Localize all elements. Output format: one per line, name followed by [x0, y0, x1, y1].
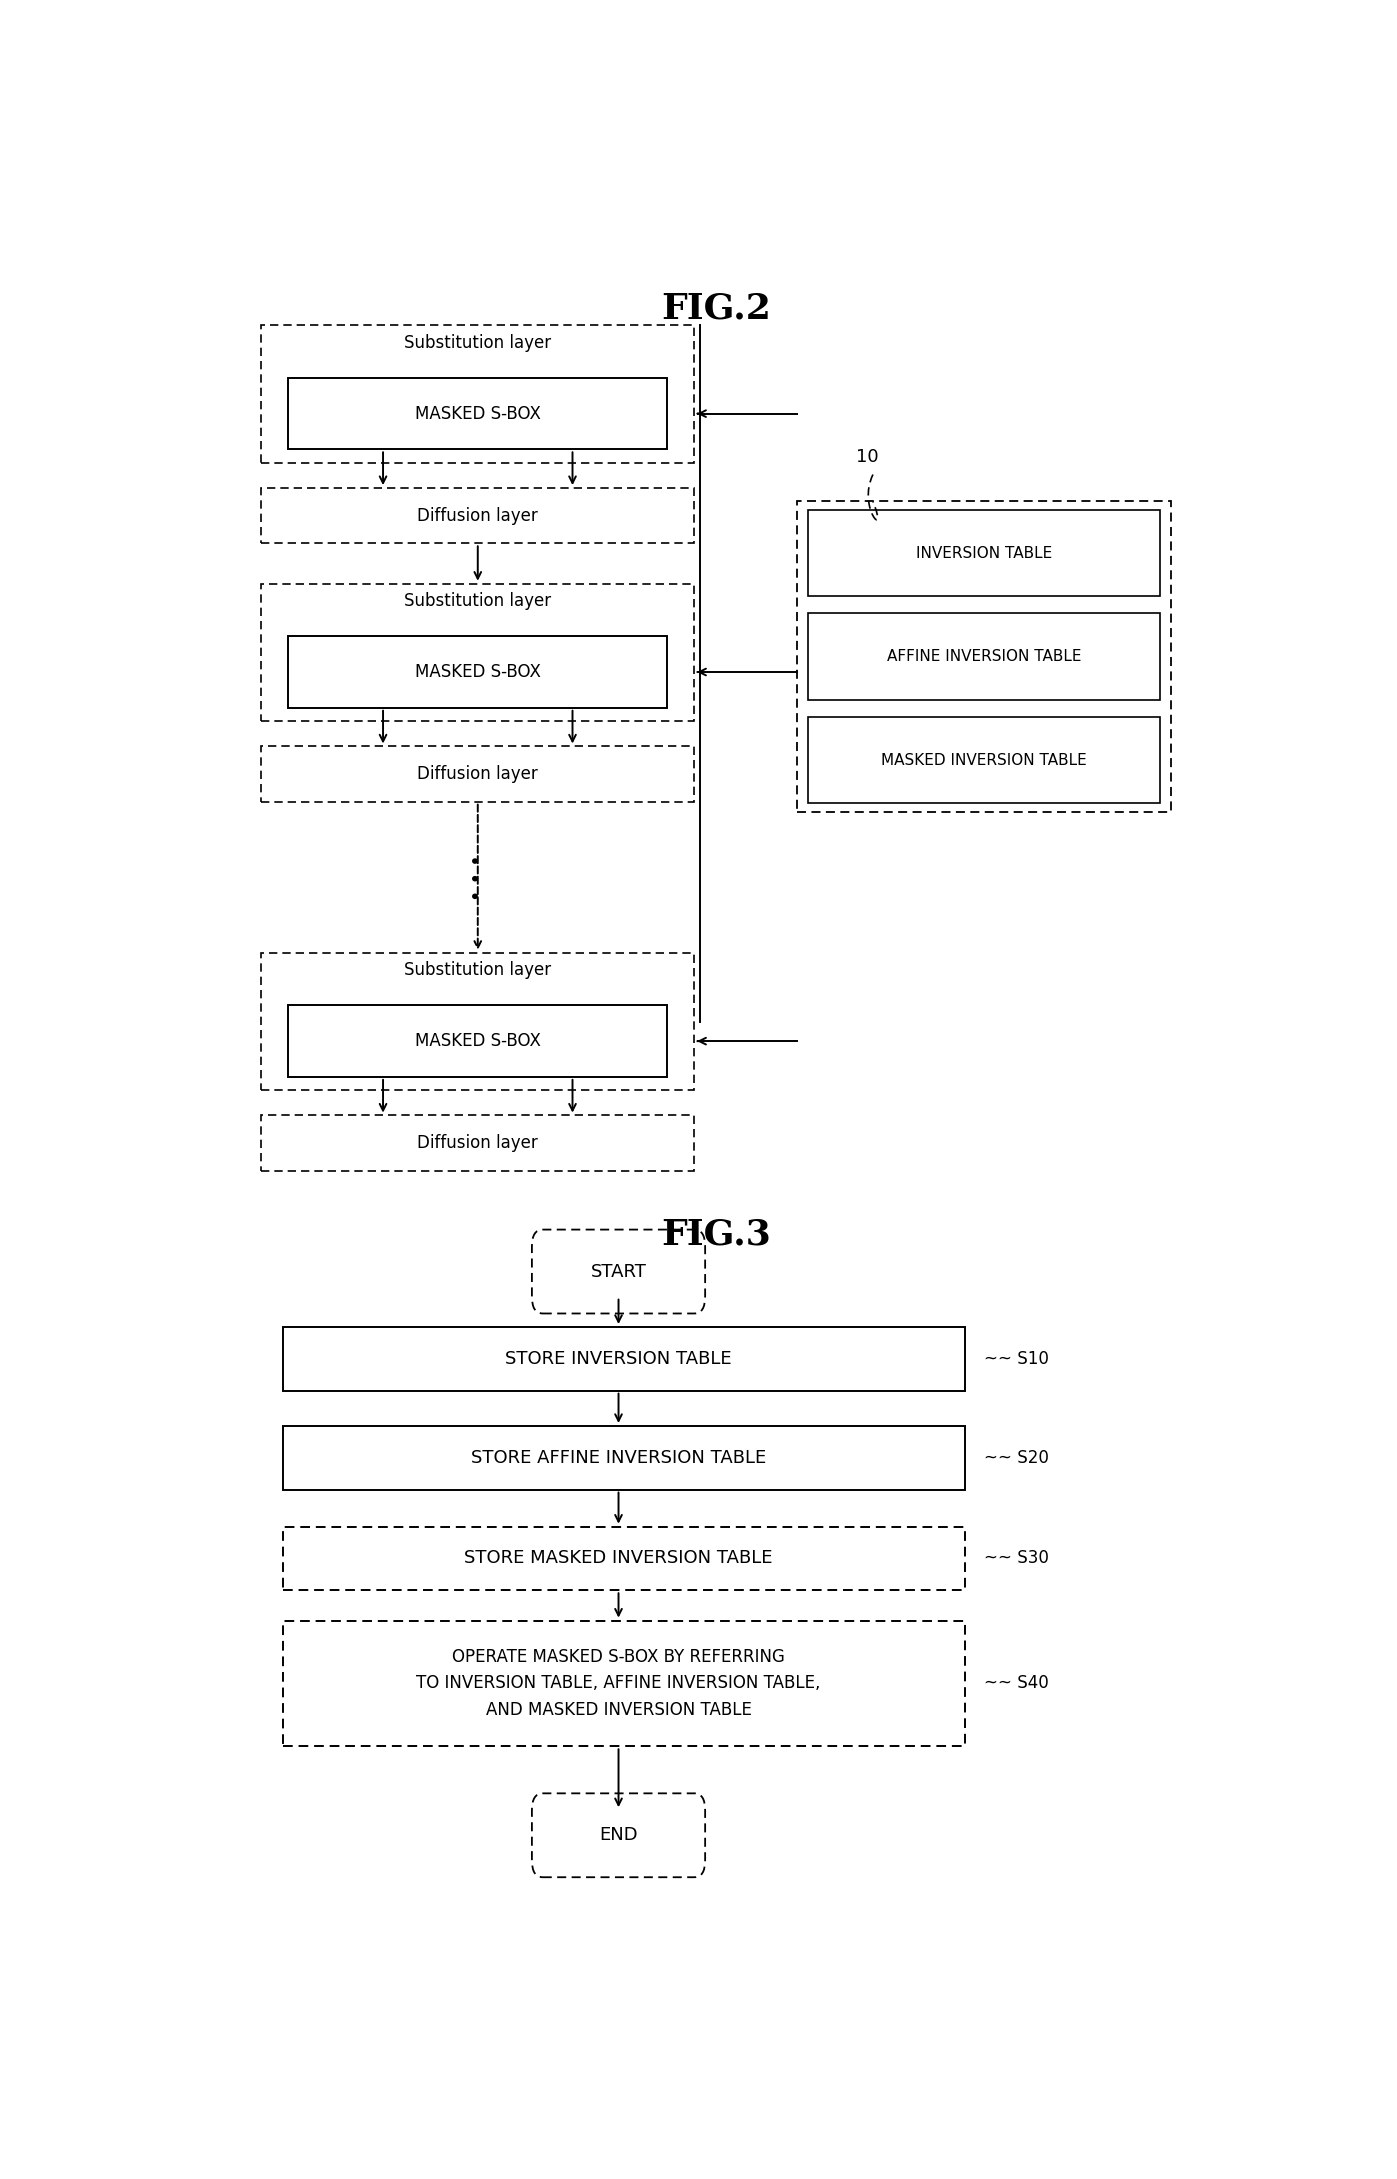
FancyBboxPatch shape: [288, 377, 668, 449]
FancyBboxPatch shape: [807, 612, 1160, 699]
Text: FIG.2: FIG.2: [661, 292, 771, 325]
Text: ~~ S20: ~~ S20: [985, 1449, 1049, 1466]
Text: MASKED S-BOX: MASKED S-BOX: [415, 405, 541, 423]
Text: Diffusion layer: Diffusion layer: [418, 1135, 538, 1153]
Text: Substitution layer: Substitution layer: [404, 333, 552, 351]
FancyBboxPatch shape: [261, 584, 694, 721]
FancyBboxPatch shape: [261, 488, 694, 543]
FancyBboxPatch shape: [288, 1005, 668, 1076]
FancyBboxPatch shape: [282, 1327, 965, 1390]
Text: INVERSION TABLE: INVERSION TABLE: [916, 545, 1052, 560]
Text: MASKED S-BOX: MASKED S-BOX: [415, 1033, 541, 1050]
Text: Diffusion layer: Diffusion layer: [418, 765, 538, 782]
Text: STORE MASKED INVERSION TABLE: STORE MASKED INVERSION TABLE: [464, 1549, 773, 1567]
FancyBboxPatch shape: [282, 1621, 965, 1745]
Text: FIG.3: FIG.3: [661, 1218, 771, 1253]
Text: OPERATE MASKED S-BOX BY REFERRING
TO INVERSION TABLE, AFFINE INVERSION TABLE,
AN: OPERATE MASKED S-BOX BY REFERRING TO INV…: [416, 1647, 820, 1719]
Text: START: START: [591, 1262, 647, 1281]
FancyBboxPatch shape: [807, 717, 1160, 804]
FancyBboxPatch shape: [282, 1425, 965, 1490]
FancyBboxPatch shape: [798, 501, 1171, 813]
Text: 10: 10: [856, 449, 879, 466]
Text: AFFINE INVERSION TABLE: AFFINE INVERSION TABLE: [887, 649, 1081, 665]
Text: MASKED S-BOX: MASKED S-BOX: [415, 662, 541, 682]
FancyBboxPatch shape: [288, 636, 668, 708]
FancyBboxPatch shape: [807, 510, 1160, 597]
Text: ~~ S10: ~~ S10: [985, 1349, 1049, 1368]
FancyBboxPatch shape: [282, 1527, 965, 1591]
FancyBboxPatch shape: [261, 325, 694, 462]
Text: Substitution layer: Substitution layer: [404, 961, 552, 978]
Text: END: END: [599, 1826, 638, 1843]
FancyBboxPatch shape: [532, 1229, 705, 1314]
FancyBboxPatch shape: [261, 1116, 694, 1170]
Text: STORE AFFINE INVERSION TABLE: STORE AFFINE INVERSION TABLE: [471, 1449, 766, 1466]
Text: ~~ S30: ~~ S30: [985, 1549, 1049, 1567]
FancyBboxPatch shape: [261, 747, 694, 802]
Text: • • •: • • •: [468, 854, 488, 900]
Text: Substitution layer: Substitution layer: [404, 593, 552, 610]
Text: ~~ S40: ~~ S40: [985, 1673, 1049, 1693]
FancyBboxPatch shape: [261, 952, 694, 1090]
Text: MASKED INVERSION TABLE: MASKED INVERSION TABLE: [882, 752, 1087, 767]
Text: STORE INVERSION TABLE: STORE INVERSION TABLE: [506, 1349, 732, 1368]
FancyBboxPatch shape: [532, 1793, 705, 1878]
Text: Diffusion layer: Diffusion layer: [418, 508, 538, 525]
